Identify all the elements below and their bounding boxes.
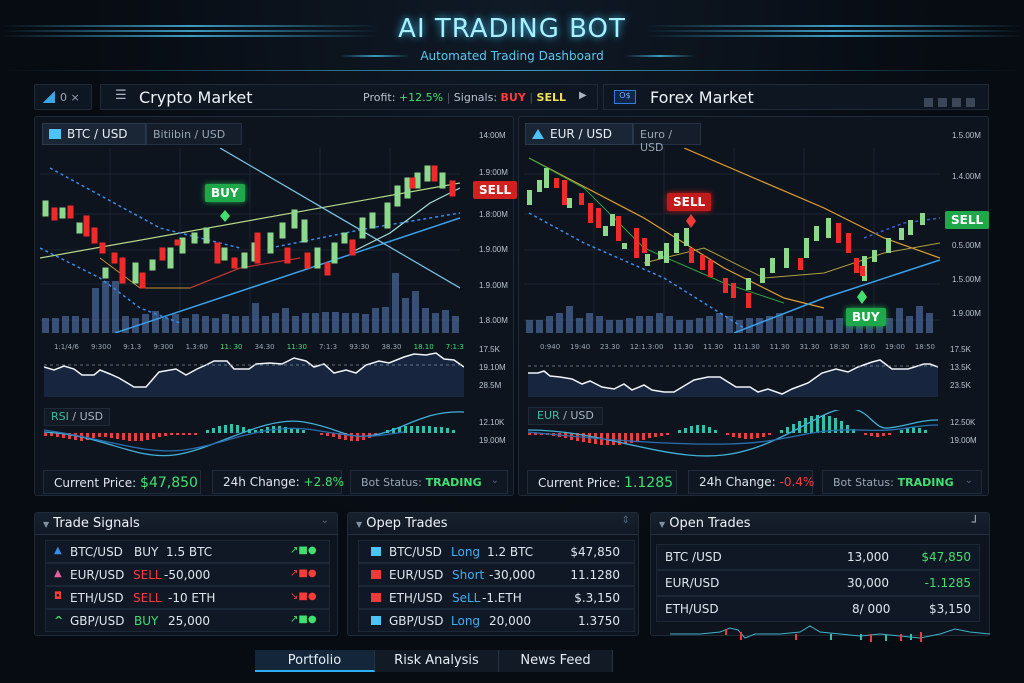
list-item[interactable]: GBP/USD Long 20,000 1.3750: [358, 609, 635, 632]
forex-chart-panel: [518, 116, 989, 496]
caret-icon: ▼: [659, 520, 666, 529]
app-title: AI TRADING BOT: [398, 14, 626, 44]
person-icon: ▲: [54, 545, 62, 556]
signal-status-icons: ↗■●: [290, 545, 317, 556]
window-controls[interactable]: [924, 92, 975, 111]
btc-candlestick-chart[interactable]: [40, 148, 460, 333]
eur-sell-marker: SELL: [667, 193, 712, 211]
rsi-label: RSI / USD: [44, 408, 111, 426]
chevron-up-icon: ^: [54, 614, 64, 627]
btc-usd-desc: Bitiibin / USD: [146, 123, 242, 145]
btc-line-chart: [44, 352, 464, 397]
currency-exchange-icon: O$: [614, 90, 636, 104]
eur-usd-tab[interactable]: EUR / USD: [525, 123, 633, 145]
signal-buy: BUY: [500, 91, 526, 104]
list-item[interactable]: BTC/USD Long 1.2 BTC $47,850: [358, 540, 635, 563]
mail-icon: [371, 593, 381, 602]
signal-status-icons: ↗■●: [290, 568, 317, 579]
crypto-mini-tab[interactable]: 0 ×: [34, 84, 92, 110]
btc-bot-status[interactable]: Bot Status: TRADING ⌄: [350, 470, 508, 494]
triangle-up-icon: [532, 129, 544, 139]
list-icon: ☰: [115, 88, 127, 103]
eur-buy-marker: BUY: [846, 308, 886, 326]
signal-sell: SELL: [536, 91, 567, 104]
chevron-down-icon: ⌄: [320, 515, 329, 526]
chart-up-icon: [43, 91, 55, 103]
resize-corner-icon[interactable]: ┘: [971, 515, 979, 529]
eur-24h-change: 24h Change: -0.4%: [688, 470, 814, 494]
tab-news-feed[interactable]: News Feed: [499, 650, 613, 672]
signal-status-icons: ↘■●: [290, 591, 317, 602]
eur-usd-desc: Euro / USD: [633, 123, 701, 154]
tab-risk-analysis[interactable]: Risk Analysis: [375, 650, 499, 672]
caret-icon: ▼: [356, 520, 363, 529]
list-item[interactable]: BTC /USD 13,000 $47,850: [656, 544, 980, 570]
eur-bot-status[interactable]: Bot Status: TRADING ⌄: [822, 470, 982, 494]
eur-line-chart: [528, 359, 938, 397]
profit-value: +12.5%: [398, 91, 444, 104]
open-trades-sparkline: [670, 625, 990, 642]
forex-market-title: Forex Market: [650, 88, 754, 107]
shield-icon: ◘: [54, 591, 62, 602]
signal-status-icons: ↗■●: [290, 614, 317, 625]
chevron-down-icon: ⌄: [964, 475, 973, 486]
crypto-market-bar: ☰ Crypto Market Profit: +12.5% | Signals…: [100, 84, 598, 110]
list-item[interactable]: ◘ ETH/USD SELL -10 ETH ↘■●: [45, 586, 330, 609]
eur-current-price: Current Price: 1.1285: [527, 470, 677, 494]
crypto-market-title: Crypto Market: [139, 88, 253, 107]
list-item[interactable]: ▲ EUR/USD SELL -50,000 ↗■●: [45, 563, 330, 586]
app-subtitle: Automated Trading Dashboard: [420, 49, 604, 63]
mail-icon: [371, 616, 381, 625]
eur-time-axis: 0:940 19:40 23.30 12:1.3:00 11.30 11.30 11:1.3…: [540, 343, 935, 351]
tab-portfolio[interactable]: Portfolio: [255, 650, 375, 672]
btc-buy-marker: BUY: [205, 184, 245, 202]
eur-candlestick-chart[interactable]: [524, 148, 940, 333]
open-trades-header[interactable]: ▼ Open Trades ┘: [651, 513, 989, 535]
list-item[interactable]: ETH/USD SeLL -1.ETH $.3,150: [358, 586, 635, 609]
mail-icon: [371, 570, 381, 579]
btc-sell-tag: SELL: [473, 181, 518, 199]
list-item[interactable]: ETH/USD 8/ 000 $3,150: [656, 596, 980, 622]
btc-usd-tab[interactable]: BTC / USD: [42, 123, 146, 145]
play-icon[interactable]: ▶: [579, 90, 587, 101]
list-item[interactable]: ^ GBP/USD BUY 25,000 ↗■●: [45, 609, 330, 632]
person-icon: ▲: [54, 568, 62, 579]
caret-icon: ▼: [43, 520, 50, 529]
eur-indicator-label: EUR / USD: [528, 407, 603, 425]
mail-icon: [371, 547, 381, 556]
btc-24h-change: 24h Change: +2.8%: [212, 470, 344, 494]
btc-macd-indicator: [44, 411, 464, 457]
chevron-down-icon: ⌄: [490, 475, 499, 486]
mail-icon: [49, 129, 61, 139]
forex-market-bar: O$ Forex Market: [603, 84, 989, 110]
btc-time-axis: 1:1/4/6 9:300 9:1.3 9:300 1.3:60 11: 30 34.30 1…: [54, 343, 464, 351]
sort-icon: ⇕: [621, 515, 630, 526]
eur-macd-indicator: [528, 410, 938, 457]
trade-signals-header[interactable]: ▼ Trade Signals ⌄: [35, 513, 337, 535]
app-header: AI TRADING BOT Automated Trading Dashboa…: [0, 0, 1024, 76]
btc-current-price: Current Price: $47,850: [43, 470, 201, 494]
list-item[interactable]: EUR/USD 30,000 -1.1285: [656, 570, 980, 596]
eur-sell-tag: SELL: [945, 211, 990, 229]
list-item[interactable]: EUR/USD Short -30,000 11.1280: [358, 563, 635, 586]
opep-trades-header[interactable]: ▼ Opep Trades ⇕: [348, 513, 638, 535]
list-item[interactable]: ▲ BTC/USD BUY 1.5 BTC ↗■●: [45, 540, 330, 563]
